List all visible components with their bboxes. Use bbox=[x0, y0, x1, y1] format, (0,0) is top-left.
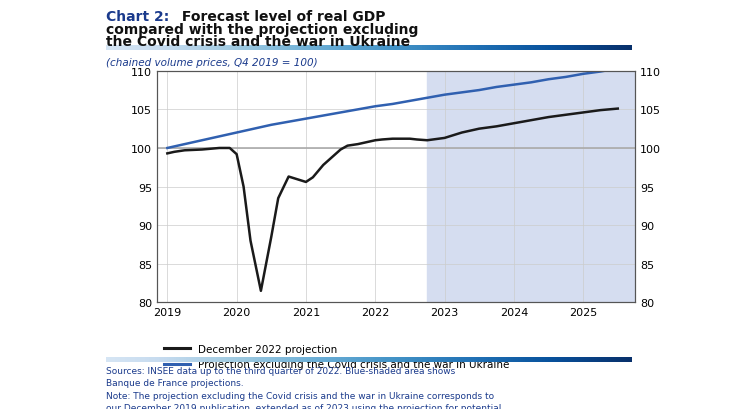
Text: Sources: INSEE data up to the third quarter of 2022. Blue-shaded area shows
Banq: Sources: INSEE data up to the third quar… bbox=[106, 366, 502, 409]
Legend: December 2022 projection, Projection excluding the Covid crisis and the war in U: December 2022 projection, Projection exc… bbox=[160, 340, 514, 374]
Text: Forecast level of real GDP: Forecast level of real GDP bbox=[177, 10, 386, 24]
Text: the Covid crisis and the war in Ukraine: the Covid crisis and the war in Ukraine bbox=[106, 35, 410, 49]
Bar bbox=[427, 72, 635, 303]
Text: compared with the projection excluding: compared with the projection excluding bbox=[106, 22, 418, 36]
Text: (chained volume prices, Q4 2019 = 100): (chained volume prices, Q4 2019 = 100) bbox=[106, 58, 318, 68]
Text: Chart 2:: Chart 2: bbox=[106, 10, 169, 24]
